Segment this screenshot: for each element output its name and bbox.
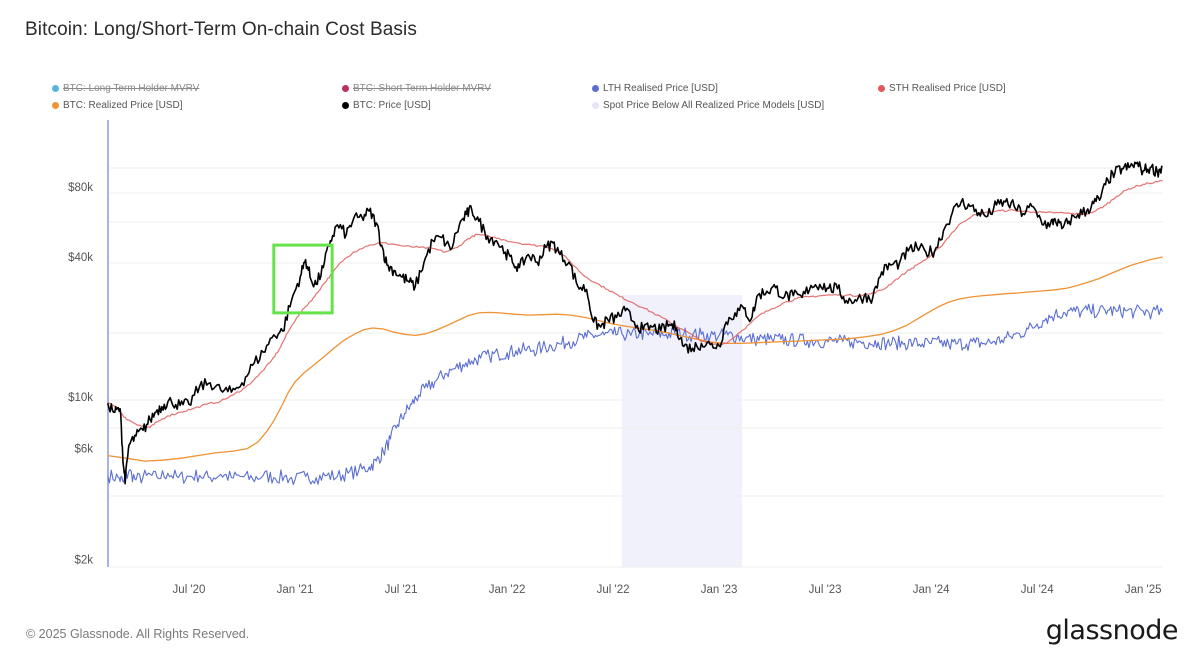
y-tick-label: $10k: [68, 392, 93, 404]
legend-swatch-icon: [342, 102, 349, 109]
legend-item[interactable]: BTC: Long Term Holder MVRV: [52, 83, 199, 94]
series: [106, 161, 1164, 486]
x-axis-ticks: Jul '20 Jan '21 Jul '21 Jan '22 Jul '22 Jan '…: [173, 584, 1162, 596]
legend-swatch-icon: [878, 85, 885, 92]
legend-item[interactable]: BTC: Price [USD]: [342, 100, 431, 111]
legend-swatch-icon: [52, 85, 59, 92]
legend-item[interactable]: STH Realised Price [USD]: [878, 83, 1006, 94]
x-tick-label: Jan '25: [1125, 584, 1162, 596]
y-tick-label: $2k: [74, 555, 93, 567]
gridlines: [110, 167, 1163, 568]
legend-label: STH Realised Price [USD]: [889, 83, 1006, 94]
legend-label: Spot Price Below All Realized Price Mode…: [603, 100, 825, 111]
sth-realised-price-line: [107, 179, 1163, 428]
legend-label: BTC: Price [USD]: [353, 100, 431, 111]
y-axis-ticks: $80k $40k $10k $6k $2k: [68, 182, 93, 567]
legend-item[interactable]: BTC: Realized Price [USD]: [52, 100, 182, 111]
x-tick-label: Jul '20: [173, 584, 206, 596]
legend-item[interactable]: LTH Realised Price [USD]: [592, 83, 718, 94]
legend-item[interactable]: Spot Price Below All Realized Price Mode…: [592, 100, 824, 111]
y-tick-label: $6k: [74, 444, 93, 456]
legend-swatch-icon: [342, 85, 349, 92]
legend-swatch-icon: [52, 102, 59, 109]
legend-item[interactable]: BTC: Short Term Holder MVRV: [342, 83, 491, 94]
x-tick-label: Jan '24: [913, 584, 950, 596]
annotations: [272, 243, 334, 315]
y-tick-label: $80k: [68, 182, 93, 194]
legend-label: BTC: Long Term Holder MVRV: [63, 83, 200, 94]
legend-label: BTC: Realized Price [USD]: [63, 100, 183, 111]
x-tick-label: Jul '24: [1021, 584, 1054, 596]
btc-price-line: [106, 161, 1163, 485]
realized-price-line: [107, 256, 1163, 462]
glassnode-logo: glassnode: [1045, 615, 1179, 646]
y-tick-label: $40k: [68, 252, 93, 264]
x-tick-label: Jan '21: [277, 584, 314, 596]
x-tick-label: Jan '22: [489, 584, 526, 596]
legend-swatch-icon: [592, 102, 599, 109]
legend-swatch-icon: [592, 85, 599, 92]
x-tick-label: Jul '22: [597, 584, 630, 596]
highlight-box: [272, 243, 334, 315]
x-tick-label: Jul '23: [809, 584, 842, 596]
legend-label: BTC: Short Term Holder MVRV: [353, 83, 492, 94]
x-tick-label: Jan '23: [701, 584, 738, 596]
chart-title: Bitcoin: Long/Short-Term On-chain Cost B…: [25, 19, 417, 40]
legend-label: LTH Realised Price [USD]: [603, 83, 718, 94]
copyright-footer: © 2025 Glassnode. All Rights Reserved.: [26, 627, 250, 641]
x-tick-label: Jul '21: [385, 584, 418, 596]
